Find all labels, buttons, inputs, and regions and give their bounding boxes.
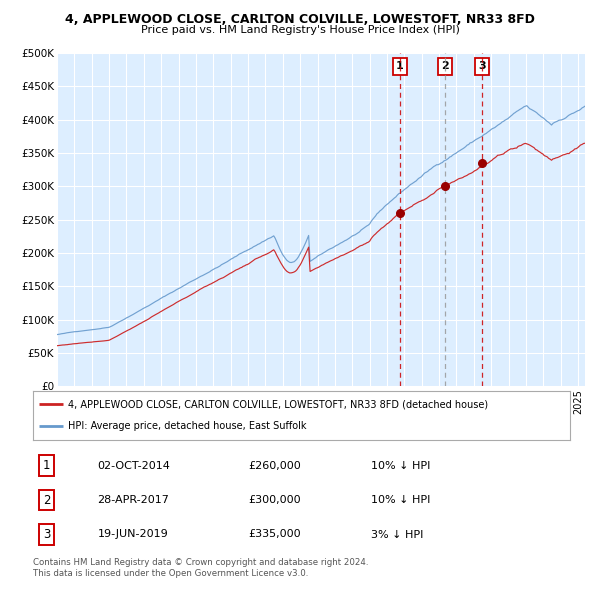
Text: 28-APR-2017: 28-APR-2017 <box>97 495 169 505</box>
Text: 2: 2 <box>441 61 449 71</box>
Text: 1: 1 <box>396 61 404 71</box>
Text: £300,000: £300,000 <box>248 495 301 505</box>
Text: Contains HM Land Registry data © Crown copyright and database right 2024.
This d: Contains HM Land Registry data © Crown c… <box>33 558 368 578</box>
Text: 10% ↓ HPI: 10% ↓ HPI <box>371 461 431 471</box>
Text: £260,000: £260,000 <box>248 461 301 471</box>
Text: 3% ↓ HPI: 3% ↓ HPI <box>371 529 424 539</box>
Text: HPI: Average price, detached house, East Suffolk: HPI: Average price, detached house, East… <box>68 421 307 431</box>
Text: 1: 1 <box>43 459 50 472</box>
Text: 19-JUN-2019: 19-JUN-2019 <box>97 529 168 539</box>
Text: 02-OCT-2014: 02-OCT-2014 <box>97 461 170 471</box>
Text: Price paid vs. HM Land Registry's House Price Index (HPI): Price paid vs. HM Land Registry's House … <box>140 25 460 35</box>
Text: 4, APPLEWOOD CLOSE, CARLTON COLVILLE, LOWESTOFT, NR33 8FD: 4, APPLEWOOD CLOSE, CARLTON COLVILLE, LO… <box>65 13 535 26</box>
Text: 4, APPLEWOOD CLOSE, CARLTON COLVILLE, LOWESTOFT, NR33 8FD (detached house): 4, APPLEWOOD CLOSE, CARLTON COLVILLE, LO… <box>68 399 488 409</box>
Text: 2: 2 <box>43 494 50 507</box>
Text: £335,000: £335,000 <box>248 529 301 539</box>
Text: 3: 3 <box>478 61 485 71</box>
Text: 10% ↓ HPI: 10% ↓ HPI <box>371 495 431 505</box>
Text: 3: 3 <box>43 528 50 541</box>
